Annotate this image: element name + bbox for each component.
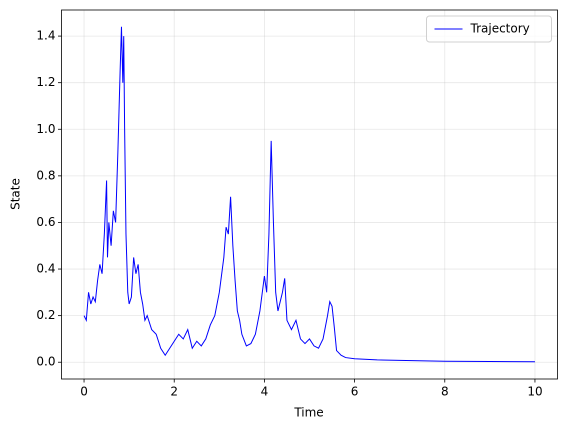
trajectory-line: [83, 26, 535, 363]
y-tick-label: 0.6: [36, 215, 55, 229]
y-tick-label: 0.8: [36, 168, 55, 182]
x-tick-label: 2: [170, 385, 178, 399]
x-tick-label: 0: [80, 385, 88, 399]
legend-label: Trajectory: [470, 22, 530, 36]
y-tick-label: 0.2: [36, 308, 55, 322]
y-tick-label: 1.4: [36, 29, 55, 43]
legend-frame: [426, 15, 552, 43]
legend: Trajectory: [426, 15, 552, 43]
x-tick-label: 4: [261, 385, 269, 399]
y-tick-label: 0.0: [36, 355, 55, 369]
x-tick-label: 10: [527, 385, 542, 399]
x-axis-label: Time: [293, 406, 323, 420]
x-tick-label: 6: [351, 385, 359, 399]
y-tick-label: 1.2: [36, 75, 55, 89]
y-axis-label: State: [9, 178, 23, 210]
axes-frame: [61, 9, 558, 380]
x-tick-label: 8: [441, 385, 449, 399]
y-tick-label: 0.4: [36, 262, 55, 276]
y-tick-label: 1.0: [36, 122, 55, 136]
